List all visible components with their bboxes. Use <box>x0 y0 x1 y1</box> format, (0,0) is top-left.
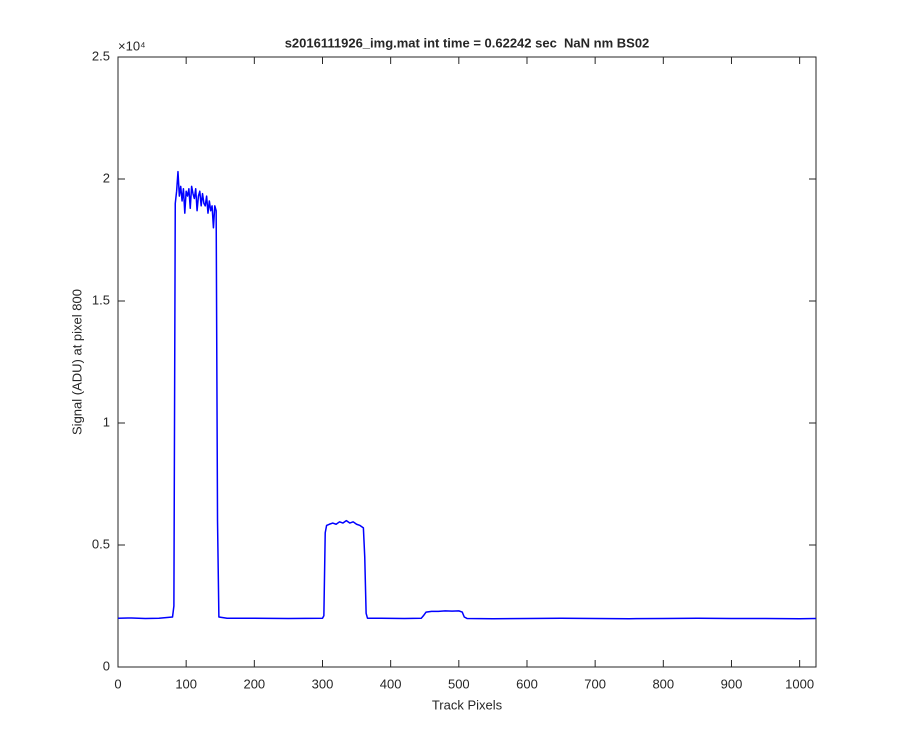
x-tick-label: 500 <box>448 676 470 691</box>
x-tick-label: 700 <box>584 676 606 691</box>
axes-box <box>117 56 817 668</box>
signal-line <box>117 170 817 620</box>
y-tick-label: 2 <box>103 170 110 185</box>
x-tick-label: 400 <box>380 676 402 691</box>
x-tick-label: 100 <box>175 676 197 691</box>
x-tick-label: 1000 <box>785 676 814 691</box>
y-tick-label: 1 <box>103 414 110 429</box>
x-tick-label: 800 <box>652 676 674 691</box>
chart-title: s2016111926_img.mat int time = 0.62242 s… <box>285 35 650 50</box>
x-tick-label: 900 <box>721 676 743 691</box>
y-tick-label: 0 <box>103 658 110 673</box>
y-axis-label: Signal (ADU) at pixel 800 <box>69 289 84 435</box>
y-tick-label: 2.5 <box>92 48 110 63</box>
x-tick-label: 200 <box>243 676 265 691</box>
x-tick-label: 0 <box>114 676 121 691</box>
x-tick-label: 300 <box>312 676 334 691</box>
y-tick-label: 1.5 <box>92 292 110 307</box>
x-tick-label: 600 <box>516 676 538 691</box>
x-axis-label: Track Pixels <box>432 697 503 712</box>
y-tick-label: 0.5 <box>92 536 110 551</box>
y-multiplier: ×10⁴ <box>118 38 146 53</box>
